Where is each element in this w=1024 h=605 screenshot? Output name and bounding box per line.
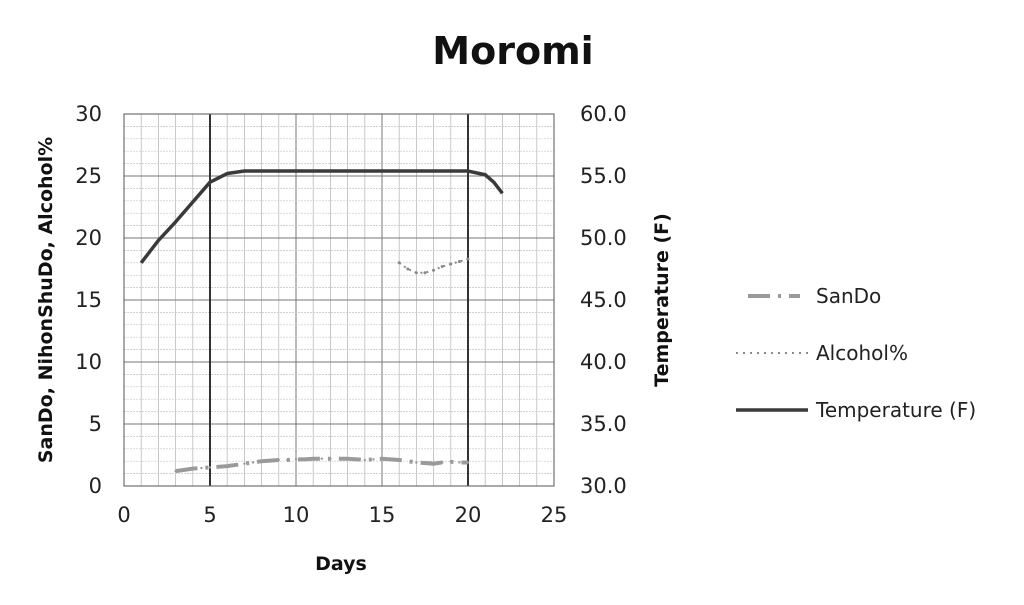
data-point [312,457,315,460]
data-point [466,257,470,261]
data-point [414,271,418,275]
data-point [449,262,453,266]
data-point [380,457,384,460]
y-right-tick-label: 50.0 [580,226,627,250]
legend: SanDo Alcohol% Temperature (F) [736,284,976,422]
y-right-tick-label: 60.0 [580,102,627,126]
series-sando [174,456,470,474]
data-point [200,466,203,470]
y-left-axis-label: SanDo, NihonShuDo, Alcohol% [35,137,57,463]
data-point [363,458,366,462]
legend-item: Alcohol% [736,341,908,365]
series-temperature-f- [139,169,504,264]
y-left-tick-label: 25 [75,164,102,188]
legend-item: Temperature (F) [736,398,976,422]
data-point [286,458,289,462]
y-right-tick-label: 55.0 [580,164,627,188]
data-point [329,457,332,460]
data-point [320,457,323,460]
x-tick-label: 10 [283,503,310,527]
data-point [457,260,461,264]
data-point [440,265,444,269]
legend-label: Alcohol% [816,341,908,365]
data-point [191,467,194,470]
x-axis-label: Days [315,553,367,575]
data-point [269,459,272,462]
y-right-tick-label: 40.0 [580,350,627,374]
x-tick-label: 5 [203,503,216,527]
data-point [303,458,306,461]
y-left-tick-label: 30 [75,102,102,126]
y-left-tick-label: 15 [75,288,102,312]
x-tick-label: 20 [455,503,482,527]
series-layer [139,169,504,474]
reference-lines [209,114,469,486]
legend-label: Temperature (F) [815,398,976,422]
data-point [183,468,186,472]
data-point [226,464,229,468]
plot-area-border [123,113,555,487]
y-right-tick-label: 45.0 [580,288,627,312]
x-tick-label: 0 [117,503,130,527]
y-left-tick-label: 0 [89,474,102,498]
data-point [346,457,349,460]
data-point [441,461,444,464]
legend-item: SanDo [748,284,881,308]
data-point [294,458,298,461]
data-point [208,466,212,469]
y-right-axis-label: Temperature (F) [651,213,673,387]
data-point [423,271,427,275]
y-left-axis-ticks: 0 5 10 15 20 25 30 [75,102,102,498]
data-point [174,469,177,473]
data-point [458,461,461,464]
data-point [406,267,410,271]
data-point [243,462,246,465]
y-right-tick-label: 35.0 [580,412,627,436]
data-point [398,458,401,462]
data-point [432,462,435,465]
data-point [449,460,452,464]
series-alcohol- [397,257,470,275]
y-right-axis-ticks: 30.0 35.0 40.0 45.0 50.0 55.0 60.0 [580,102,627,498]
y-right-tick-label: 30.0 [580,474,627,498]
series-line [139,169,504,264]
data-point [432,268,436,272]
y-left-tick-label: 5 [89,412,102,436]
x-axis-ticks: 0 5 10 15 20 25 [117,503,567,527]
x-tick-label: 15 [369,503,396,527]
data-point [251,461,255,464]
x-tick-label: 25 [541,503,568,527]
data-point [415,461,418,464]
y-left-tick-label: 20 [75,226,102,250]
chart-title: Moromi [432,29,593,73]
data-point [260,460,263,463]
series-line [175,456,468,474]
data-point [466,461,470,464]
plot-frame [123,113,555,487]
legend-label: SanDo [816,284,881,308]
y-left-tick-label: 10 [75,350,102,374]
data-point [397,261,401,265]
data-point [277,458,280,462]
data-point [389,458,392,461]
data-point [372,458,375,461]
